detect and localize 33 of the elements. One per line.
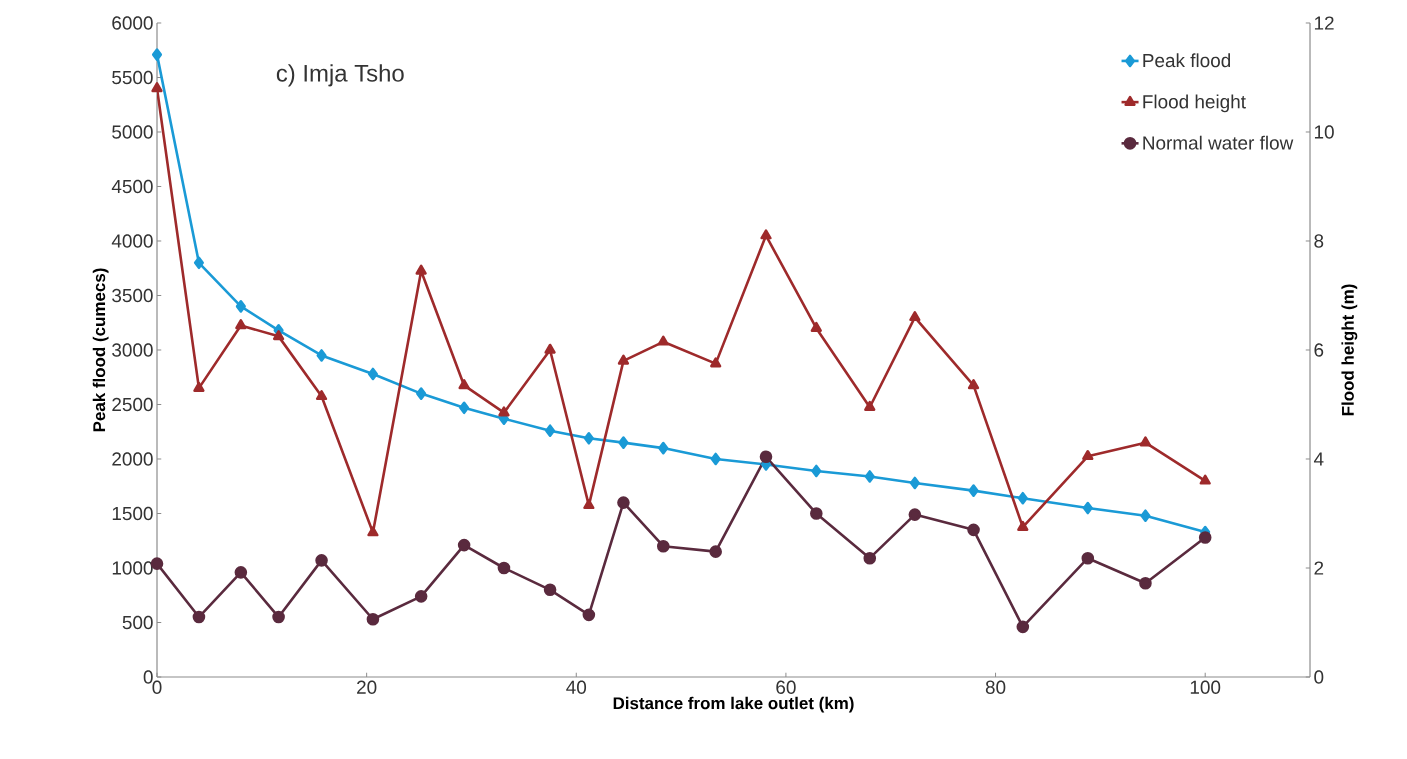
y-tick-label: 3500 [112,288,153,303]
y-axis-title: Peak flood (cumecs) [92,268,109,432]
x-axis-title: Distance from lake outlet (km) [613,696,854,713]
y-tick-label: 2500 [112,397,153,412]
y2-tick-label: 8 [1314,234,1324,248]
y-tick-label: 5000 [112,125,153,139]
legend-label: Normal water flow [1143,135,1294,150]
y-tick-label: 2000 [112,452,153,466]
y-tick-label: 4500 [111,179,153,194]
y2-tick-label: 6 [1314,343,1324,357]
y2-tick-label: 10 [1314,125,1334,139]
y-tick-label: 1000 [112,561,153,575]
text: c) Imja Tsho [276,64,404,87]
x-tick-label: 40 [566,680,587,694]
y-tick-label: 0 [143,670,153,684]
y2-tick-label: 4 [1313,452,1324,466]
y-tick-label: 3000 [112,343,153,357]
x-tick-label: 0 [152,680,162,694]
y2-tick-label: 2 [1314,561,1324,575]
x-tick-label: 60 [776,680,796,694]
x-tick-label: 20 [357,680,377,694]
y-tick-label: 500 [122,615,153,630]
x-tick-label: 100 [1190,680,1221,694]
y-tick-label: 5500 [112,70,153,85]
y2-tick-label: 0 [1314,670,1324,684]
y-tick-label: 1500 [112,506,153,521]
y-tick-label: 4000 [111,234,153,248]
y2-axis-title: Flood height (m) [1341,284,1358,416]
legend-label: Flood height [1143,94,1246,113]
legend-label: Peak flood [1143,53,1231,68]
y-tick-label: 6000 [112,16,153,30]
y2-tick-label: 12 [1314,16,1334,30]
x-tick-label: 80 [985,680,1006,694]
